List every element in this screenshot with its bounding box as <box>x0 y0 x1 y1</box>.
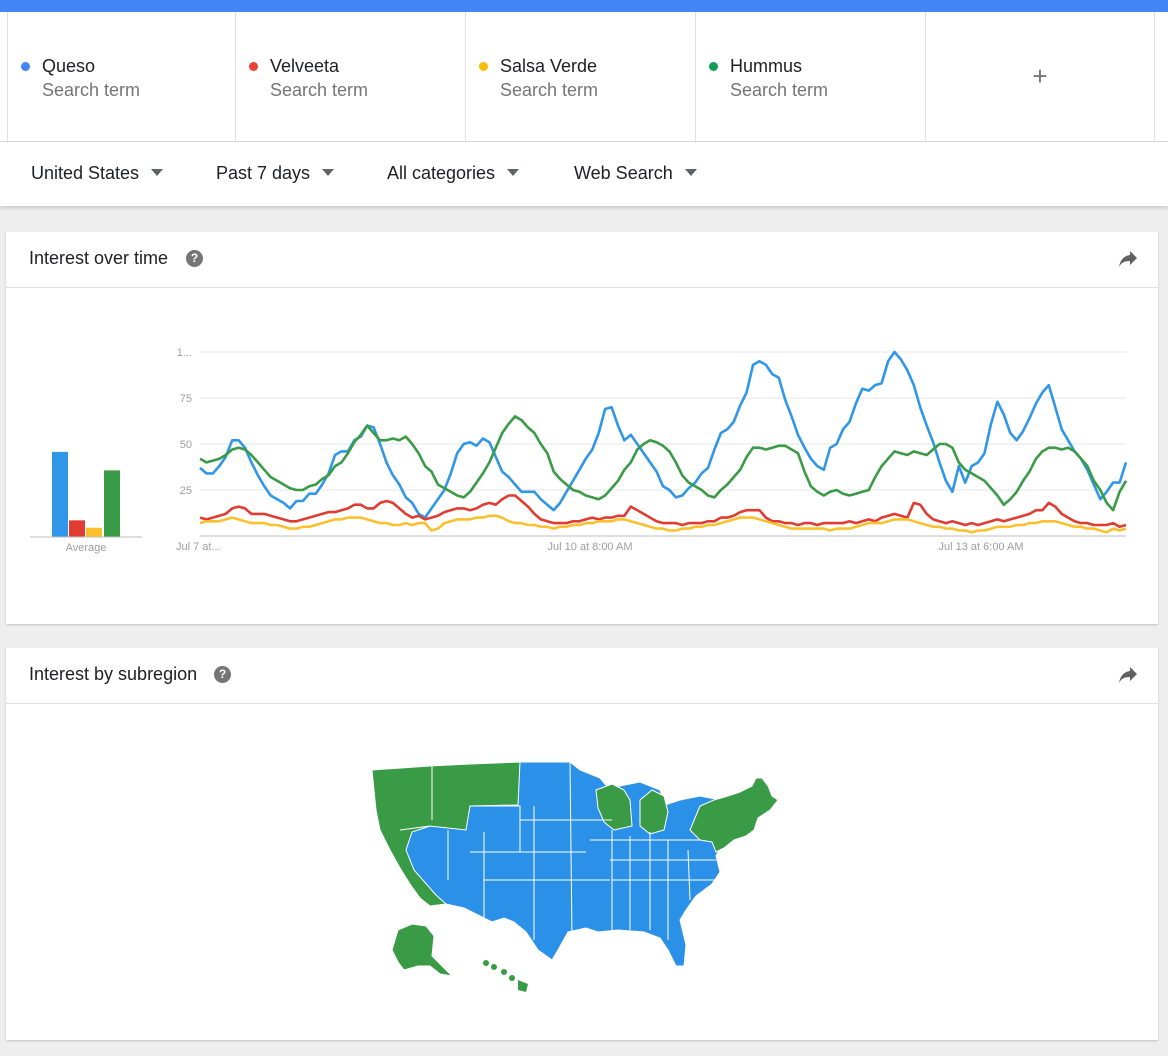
term-type: Search term <box>270 80 369 100</box>
lower-48-map[interactable] <box>371 761 779 967</box>
series-line <box>199 350 1128 519</box>
plus-icon: + <box>1032 61 1048 91</box>
search-type-label: Web Search <box>574 163 673 183</box>
term-color-dot <box>709 62 718 71</box>
category-label: All categories <box>387 163 496 183</box>
y-tick-label: 50 <box>180 439 192 451</box>
region-dropdown-label: United States <box>31 163 140 183</box>
term-card-salsa-verde[interactable]: Salsa Verde Search term <box>465 12 695 141</box>
region-dropdown[interactable]: United States <box>31 163 164 184</box>
caret-down-icon <box>322 168 335 176</box>
share-icon[interactable] <box>1118 666 1138 684</box>
interest-over-time-card: Interest over time ? 1... 75 50 25 Jul 7 at.… <box>6 232 1158 624</box>
term-type: Search term <box>500 80 599 100</box>
y-tick-label: 75 <box>180 393 192 405</box>
search-type-dropdown[interactable]: Web Search <box>574 163 697 184</box>
card-title: Interest by subregion <box>29 664 198 684</box>
top-accent-bar <box>0 0 1168 12</box>
help-icon[interactable]: ? <box>214 666 231 683</box>
map-region-hawaii <box>483 960 528 992</box>
card-header: Interest over time ? <box>6 232 1158 288</box>
time-range-label: Past 7 days <box>216 163 311 183</box>
interest-chart: 1... 75 50 25 Jul 7 at... Jul 10 at 8:00 AM Ju… <box>30 347 1128 554</box>
map-layer <box>371 761 779 992</box>
caret-down-icon <box>151 168 164 176</box>
series-line <box>199 494 1127 529</box>
time-range-dropdown[interactable]: Past 7 days <box>216 163 335 184</box>
help-icon[interactable]: ? <box>186 250 203 267</box>
term-name: Velveeta <box>270 56 340 76</box>
term-color-dot <box>249 62 258 71</box>
series-line <box>199 415 1128 512</box>
term-card-velveeta[interactable]: Velveeta Search term <box>235 12 465 141</box>
card-header: Interest by subregion ? <box>6 648 1158 704</box>
add-term-button[interactable]: + <box>925 12 1155 141</box>
x-tick-label: Jul 13 at 6:00 AM <box>939 541 1024 553</box>
term-name: Queso <box>42 56 96 76</box>
map-region-green-michigan <box>639 789 669 835</box>
map-region-alaska <box>391 923 454 977</box>
y-tick-label: 1... <box>177 347 192 359</box>
state-borders <box>399 761 716 941</box>
term-card-queso[interactable]: Queso Search term <box>7 12 235 141</box>
caret-down-icon <box>507 168 520 176</box>
average-bar <box>52 451 68 537</box>
term-name: Hummus <box>730 56 803 76</box>
search-terms-bar: Queso Search term Velveeta Search term S… <box>0 12 1168 142</box>
term-name: Salsa Verde <box>500 56 598 76</box>
y-tick-label: 25 <box>180 485 192 497</box>
average-bar <box>69 520 85 537</box>
share-icon[interactable] <box>1118 250 1138 268</box>
term-color-dot <box>21 62 30 71</box>
filter-bar: United States Past 7 days All categories… <box>0 142 1168 206</box>
map-region-green-west <box>371 761 521 907</box>
card-title: Interest over time <box>29 248 169 268</box>
map-region-green-northeast <box>689 777 779 853</box>
series-line <box>199 514 1127 534</box>
term-card-hummus[interactable]: Hummus Search term <box>695 12 925 141</box>
average-label: Average <box>66 542 107 554</box>
interest-by-subregion-card: Interest by subregion ? <box>6 648 1158 1040</box>
map-region-green-lakes <box>595 783 633 831</box>
term-type: Search term <box>730 80 829 100</box>
term-color-dot <box>479 62 488 71</box>
category-dropdown[interactable]: All categories <box>387 163 520 184</box>
us-subregion-map[interactable] <box>6 704 1158 1040</box>
caret-down-icon <box>684 168 697 176</box>
x-tick-label: Jul 10 at 8:00 AM <box>548 541 633 553</box>
average-bar <box>104 470 120 537</box>
term-type: Search term <box>42 80 141 100</box>
x-tick-label: Jul 7 at... <box>176 541 221 553</box>
average-bar <box>86 527 102 537</box>
